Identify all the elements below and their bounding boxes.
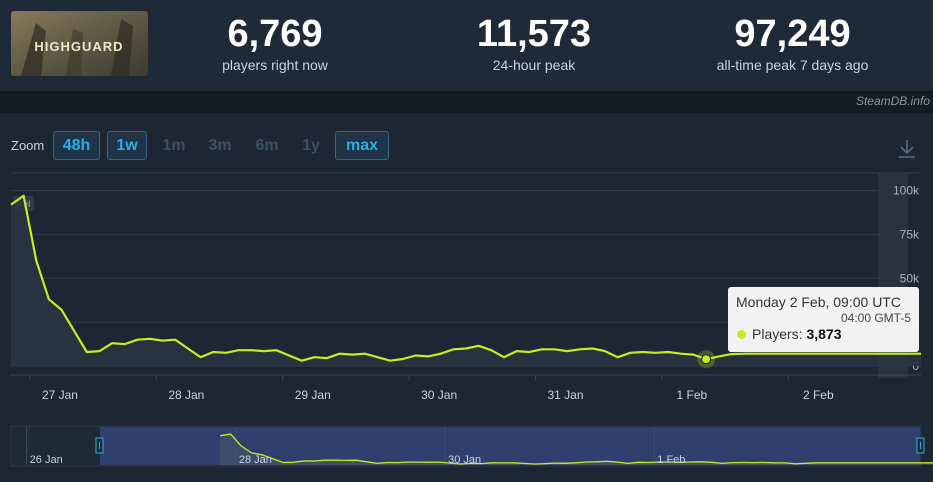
zoom-label: Zoom: [11, 138, 45, 153]
steamdb-credit[interactable]: SteamDB.info: [855, 94, 930, 108]
stat-label: all-time peak 7 days ago: [716, 57, 869, 73]
stat-value: 6,769: [227, 13, 323, 55]
x-tick-label: 31 Jan: [547, 388, 583, 402]
navigator-left-handle: [95, 437, 104, 454]
stat-all-time-peak: 97,249 all-time peak 7 days ago: [690, 12, 895, 74]
x-tick-label: 30 Jan: [421, 388, 457, 402]
stat-value: 97,249: [734, 13, 851, 55]
navigator-label: 1 Feb: [657, 454, 685, 466]
y-tick-label: 50k: [900, 271, 920, 285]
x-tick-label: 28 Jan: [168, 388, 204, 402]
x-tick-label: 29 Jan: [295, 388, 331, 402]
x-tick-label: 1 Feb: [677, 388, 708, 402]
zoom-6m-button[interactable]: 6m: [255, 137, 279, 154]
zoom-3m-button[interactable]: 3m: [208, 137, 232, 154]
tooltip-local-time: 04:00 GMT-5: [840, 311, 911, 325]
divider-band: [0, 91, 933, 113]
header-bar: HIGHGUARD 6,769 players right now 11,573…: [0, 0, 933, 91]
stat-label: players right now: [222, 57, 328, 73]
stat-players-now: 6,769 players right now: [190, 12, 360, 74]
zoom-1m-button[interactable]: 1m: [162, 137, 186, 154]
zoom-max-button[interactable]: max: [335, 131, 389, 160]
stat-label: 24-hour peak: [492, 57, 576, 73]
navigator-label: 30 Jan: [448, 454, 481, 466]
navigator-label: 28 Jan: [239, 454, 272, 466]
tooltip-series-label: Players:: [752, 326, 807, 342]
zoom-1y-button[interactable]: 1y: [302, 137, 320, 154]
tooltip-series-value: 3,873: [806, 326, 842, 342]
hover-point-marker: [697, 350, 716, 369]
zoom-1w-button[interactable]: 1w: [107, 131, 147, 160]
y-tick-label: 100k: [893, 184, 920, 198]
tooltip-datetime: Monday 2 Feb, 09:00 UTC: [736, 294, 901, 310]
zoom-48h-button[interactable]: 48h: [53, 131, 100, 160]
navigator-label: 26 Jan: [30, 454, 63, 466]
navigator-right-handle: [916, 437, 925, 454]
navigator-line: [220, 433, 933, 465]
game-capsule-art: HIGHGUARD: [11, 11, 148, 76]
y-tick-label: 75k: [900, 227, 920, 241]
hover-tooltip: Monday 2 Feb, 09:00 UTC 04:00 GMT-5 Play…: [728, 287, 919, 352]
x-tick-label: 2 Feb: [803, 388, 834, 402]
x-axis-ticks: 27 Jan 28 Jan 29 Jan 30 Jan 31 Jan 1 Feb 2 Feb: [11, 374, 921, 402]
hover-point: [701, 354, 712, 365]
navigator-labels: 26 Jan 28 Jan 30 Jan 1 Feb: [30, 454, 686, 466]
stat-24h-peak: 11,573 24-hour peak: [449, 12, 619, 74]
x-tick-label: 27 Jan: [42, 388, 78, 402]
game-capsule-image[interactable]: HIGHGUARD: [11, 11, 148, 76]
game-title-logo: HIGHGUARD: [34, 39, 123, 54]
series-color-dot: [737, 330, 746, 339]
download-icon[interactable]: [896, 138, 918, 160]
tooltip-value-line: Players: 3,873: [752, 326, 842, 342]
stat-value: 11,573: [476, 13, 592, 55]
series-line-players: [10, 194, 921, 362]
